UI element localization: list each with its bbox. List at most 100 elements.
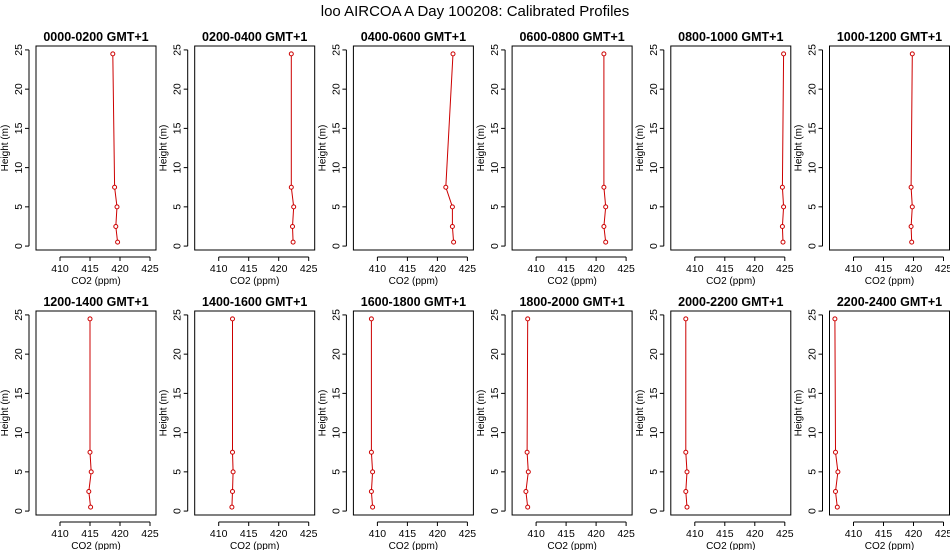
y-tick-label: 25 [648, 44, 660, 56]
y-tick-label: 0 [807, 508, 819, 514]
plot-frame [35, 45, 157, 251]
y-tick-label: 5 [13, 204, 25, 210]
y-tick-label: 10 [172, 427, 184, 439]
data-point [603, 204, 609, 210]
data-point [779, 184, 785, 190]
data-point [110, 51, 116, 57]
profile-panel: 0800-1000 GMT+1 0 5 10 15 20 25 Height (m) 410 41… [635, 30, 794, 287]
y-tick-label: 20 [172, 83, 184, 95]
data-point [112, 184, 118, 190]
data-point [908, 184, 914, 190]
x-axis-label: CO2 (ppm) [865, 541, 914, 550]
profile-line [370, 318, 374, 508]
x-axis-label: CO2 (ppm) [706, 276, 755, 287]
y-axis-label: Height (m) [317, 125, 328, 172]
y-tick-label: 25 [172, 44, 184, 56]
figure-title: loo AIRCOA A Day 100208: Calibrated Prof… [321, 3, 630, 20]
panel-grid: 0000-0200 GMT+1 0 5 10 15 20 25 Height (m) 410 41… [0, 30, 950, 550]
y-tick-label: 0 [13, 508, 25, 514]
y-axis-label: Height (m) [635, 390, 646, 437]
y-axis-label: Height (m) [159, 125, 170, 172]
plot-frame [511, 45, 633, 251]
profile-panel: 0400-0600 GMT+1 0 5 10 15 20 25 Height (m) 410 41… [317, 30, 476, 287]
profile-panel: 2200-2400 GMT+1 0 5 10 15 20 25 Height (m) 410 41… [794, 295, 950, 550]
x-tick-label: 415 [81, 263, 99, 275]
y-tick-label: 25 [330, 309, 342, 321]
plot-frame [35, 310, 157, 516]
y-tick-label: 15 [489, 122, 501, 134]
x-axis-label: CO2 (ppm) [865, 276, 914, 287]
x-tick-label: 420 [270, 528, 288, 540]
y-tick-label: 10 [172, 162, 184, 174]
data-point [832, 316, 838, 322]
data-point [525, 469, 531, 475]
data-point [87, 449, 93, 455]
y-tick-label: 15 [13, 387, 25, 399]
y-tick-label: 15 [648, 387, 660, 399]
profile-panel: 1600-1800 GMT+1 0 5 10 15 20 25 Height (m) 410 41… [317, 295, 476, 550]
profile-line [603, 53, 607, 243]
x-tick-label: 410 [51, 263, 69, 275]
data-point [88, 504, 94, 510]
y-tick-label: 25 [648, 309, 660, 321]
panel-title: 1800-2000 GMT+1 [519, 295, 624, 309]
plot-frame [829, 310, 950, 516]
data-point [603, 239, 609, 245]
y-tick-label: 5 [648, 204, 660, 210]
y-axis-label: Height (m) [0, 125, 11, 172]
y-axis-label: Height (m) [0, 390, 11, 437]
y-tick-label: 15 [13, 122, 25, 134]
y-tick-label: 15 [330, 387, 342, 399]
data-point [449, 204, 455, 210]
plot-frame [352, 45, 474, 251]
y-tick-label: 0 [330, 508, 342, 514]
y-tick-label: 15 [648, 122, 660, 134]
y-axis-label: Height (m) [635, 125, 646, 172]
y-tick-label: 20 [330, 348, 342, 360]
x-tick-label: 420 [429, 528, 447, 540]
x-axis-label: CO2 (ppm) [230, 276, 279, 287]
x-axis-label: CO2 (ppm) [547, 541, 596, 550]
data-point [909, 239, 915, 245]
plot-frame [829, 45, 950, 251]
x-tick-label: 415 [399, 528, 417, 540]
profile-panel: 1400-1600 GMT+1 0 5 10 15 20 25 Height (m) 410 41… [159, 295, 318, 550]
data-point [833, 488, 838, 494]
y-tick-label: 15 [172, 387, 184, 399]
x-tick-label: 415 [716, 528, 734, 540]
data-point [683, 449, 689, 455]
y-tick-label: 10 [648, 162, 660, 174]
data-point [601, 184, 607, 190]
y-tick-label: 25 [13, 44, 25, 56]
y-axis-label: Height (m) [159, 390, 170, 437]
data-point [86, 488, 92, 494]
y-tick-label: 20 [13, 83, 25, 95]
y-tick-label: 20 [807, 348, 819, 360]
data-point [368, 316, 374, 322]
profile-line [88, 318, 92, 508]
y-tick-label: 20 [807, 83, 819, 95]
x-tick-label: 425 [776, 528, 794, 540]
data-point [908, 223, 914, 229]
y-tick-label: 15 [807, 387, 819, 399]
panel-title: 2200-2400 GMT+1 [837, 295, 942, 309]
x-tick-label: 410 [686, 528, 704, 540]
x-tick-label: 415 [240, 263, 258, 275]
x-tick-label: 415 [240, 528, 258, 540]
y-tick-label: 10 [807, 162, 819, 174]
profile-panel: 2000-2200 GMT+1 0 5 10 15 20 25 Height (m) 410 41… [635, 295, 794, 550]
data-point [229, 504, 235, 510]
y-tick-label: 0 [807, 243, 819, 249]
profile-line [112, 53, 119, 243]
profile-panel: 0600-0800 GMT+1 0 5 10 15 20 25 Height (m) 410 41… [476, 30, 635, 287]
x-axis-label: CO2 (ppm) [706, 541, 755, 550]
x-axis-label: CO2 (ppm) [547, 276, 596, 287]
data-point [114, 204, 120, 210]
panel-title: 0400-0600 GMT+1 [361, 30, 466, 44]
x-tick-label: 410 [527, 263, 545, 275]
y-tick-label: 10 [489, 162, 501, 174]
y-tick-label: 5 [13, 469, 25, 475]
x-tick-label: 420 [746, 528, 764, 540]
data-point [684, 504, 690, 510]
